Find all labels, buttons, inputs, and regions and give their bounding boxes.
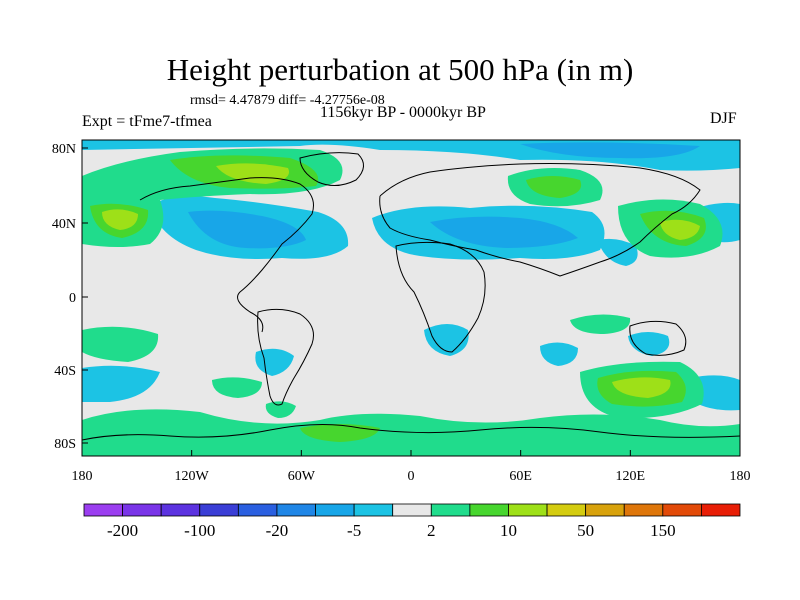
subtropical-pacific-positive <box>82 326 159 362</box>
pacific-west-peak <box>102 209 138 230</box>
colorbar-swatch <box>508 503 548 517</box>
north-america-coast <box>139 177 314 333</box>
colorbar-swatch <box>353 503 394 517</box>
colorbar-swatch <box>122 503 162 517</box>
strong-positive-regions <box>102 163 700 398</box>
africa-coast <box>395 241 486 353</box>
colorbar-swatch <box>546 503 587 517</box>
lon-tick-label: 120E <box>616 469 646 484</box>
plot-title: Height perturbation at 500 hPa (in m) <box>166 52 634 87</box>
colorbar-swatch <box>160 503 201 517</box>
arctic-canada-peak <box>216 163 290 184</box>
colorbar-swatch <box>623 503 664 517</box>
colorbar-swatch <box>585 503 625 517</box>
lat-tick-label: 40S <box>54 364 76 379</box>
lon-tick-label: 60W <box>288 469 316 484</box>
lon-tick-label: 180 <box>72 469 93 484</box>
antarctica-coast <box>82 423 740 441</box>
colorbar-swatch <box>469 503 509 517</box>
east-asia-blue-tongue <box>598 238 638 266</box>
greenland-coast <box>299 152 364 186</box>
colorbar-label: -100 <box>184 521 215 540</box>
north-america-trough-core <box>188 210 306 249</box>
colorbar-swatch <box>662 503 702 517</box>
lon-tick-label: 180 <box>730 469 751 484</box>
colorbar-swatch <box>199 503 239 517</box>
arctic-core <box>520 142 700 159</box>
colorbar-label: -20 <box>266 521 289 540</box>
australia-negative <box>628 332 670 356</box>
southern-indian-peak <box>612 377 671 398</box>
atlantic-trough-core <box>430 216 578 248</box>
map-panel <box>82 140 740 456</box>
siberia-core <box>526 176 582 198</box>
lon-tick-label: 120W <box>175 469 210 484</box>
indian-ocean-negative <box>540 342 578 366</box>
colorbar-label: 150 <box>650 521 676 540</box>
pacific-east-peak <box>660 219 700 240</box>
colorbar-label: -200 <box>107 521 138 540</box>
colorbar-swatch <box>392 503 432 517</box>
colorbar-swatch <box>83 503 123 517</box>
south-pacific-positive <box>570 314 631 334</box>
rmsd-diff-label: rmsd= 4.47879 diff= -4.27756e-08 <box>190 93 385 108</box>
colorbar-swatch <box>701 503 741 517</box>
season-label: DJF <box>710 110 737 127</box>
lat-tick-label: 80S <box>54 437 76 452</box>
lon-tick-label: 0 <box>408 469 415 484</box>
lat-tick-label: 40N <box>52 217 76 232</box>
coastlines <box>82 152 740 441</box>
southern-ocean-negative-west <box>82 365 160 402</box>
experiment-label: Expt = tFme7-tfmea <box>82 113 212 130</box>
colorbar-label: -5 <box>347 521 361 540</box>
colorbar: -200 -100 -20 -5 2 10 50 150 <box>83 503 741 540</box>
colorbar-label: 2 <box>427 521 436 540</box>
colorbar-swatch <box>276 503 316 517</box>
lat-tick-label: 80N <box>52 142 76 157</box>
south-atlantic-positive <box>212 377 262 398</box>
lon-tick-label: 60E <box>509 469 532 484</box>
southern-ocean-small-positive <box>265 401 296 418</box>
colorbar-swatch <box>315 503 355 517</box>
australia-coast <box>629 320 687 356</box>
colorbar-swatch <box>430 503 471 517</box>
lat-tick-label: 0 <box>69 291 76 306</box>
stronger-negative-regions <box>188 142 700 249</box>
atlantic-tropical-blob <box>424 324 469 356</box>
period-label: 1156kyr BP - 0000kyr BP <box>320 104 486 121</box>
colorbar-label: 50 <box>577 521 594 540</box>
axis-ticks: 180 120W 60W 0 60E 120E 180 80N 40N 0 40S 80S <box>52 142 751 484</box>
colorbar-label: 10 <box>500 521 517 540</box>
colorbar-swatch <box>237 503 278 517</box>
south-america-coast <box>257 308 314 406</box>
